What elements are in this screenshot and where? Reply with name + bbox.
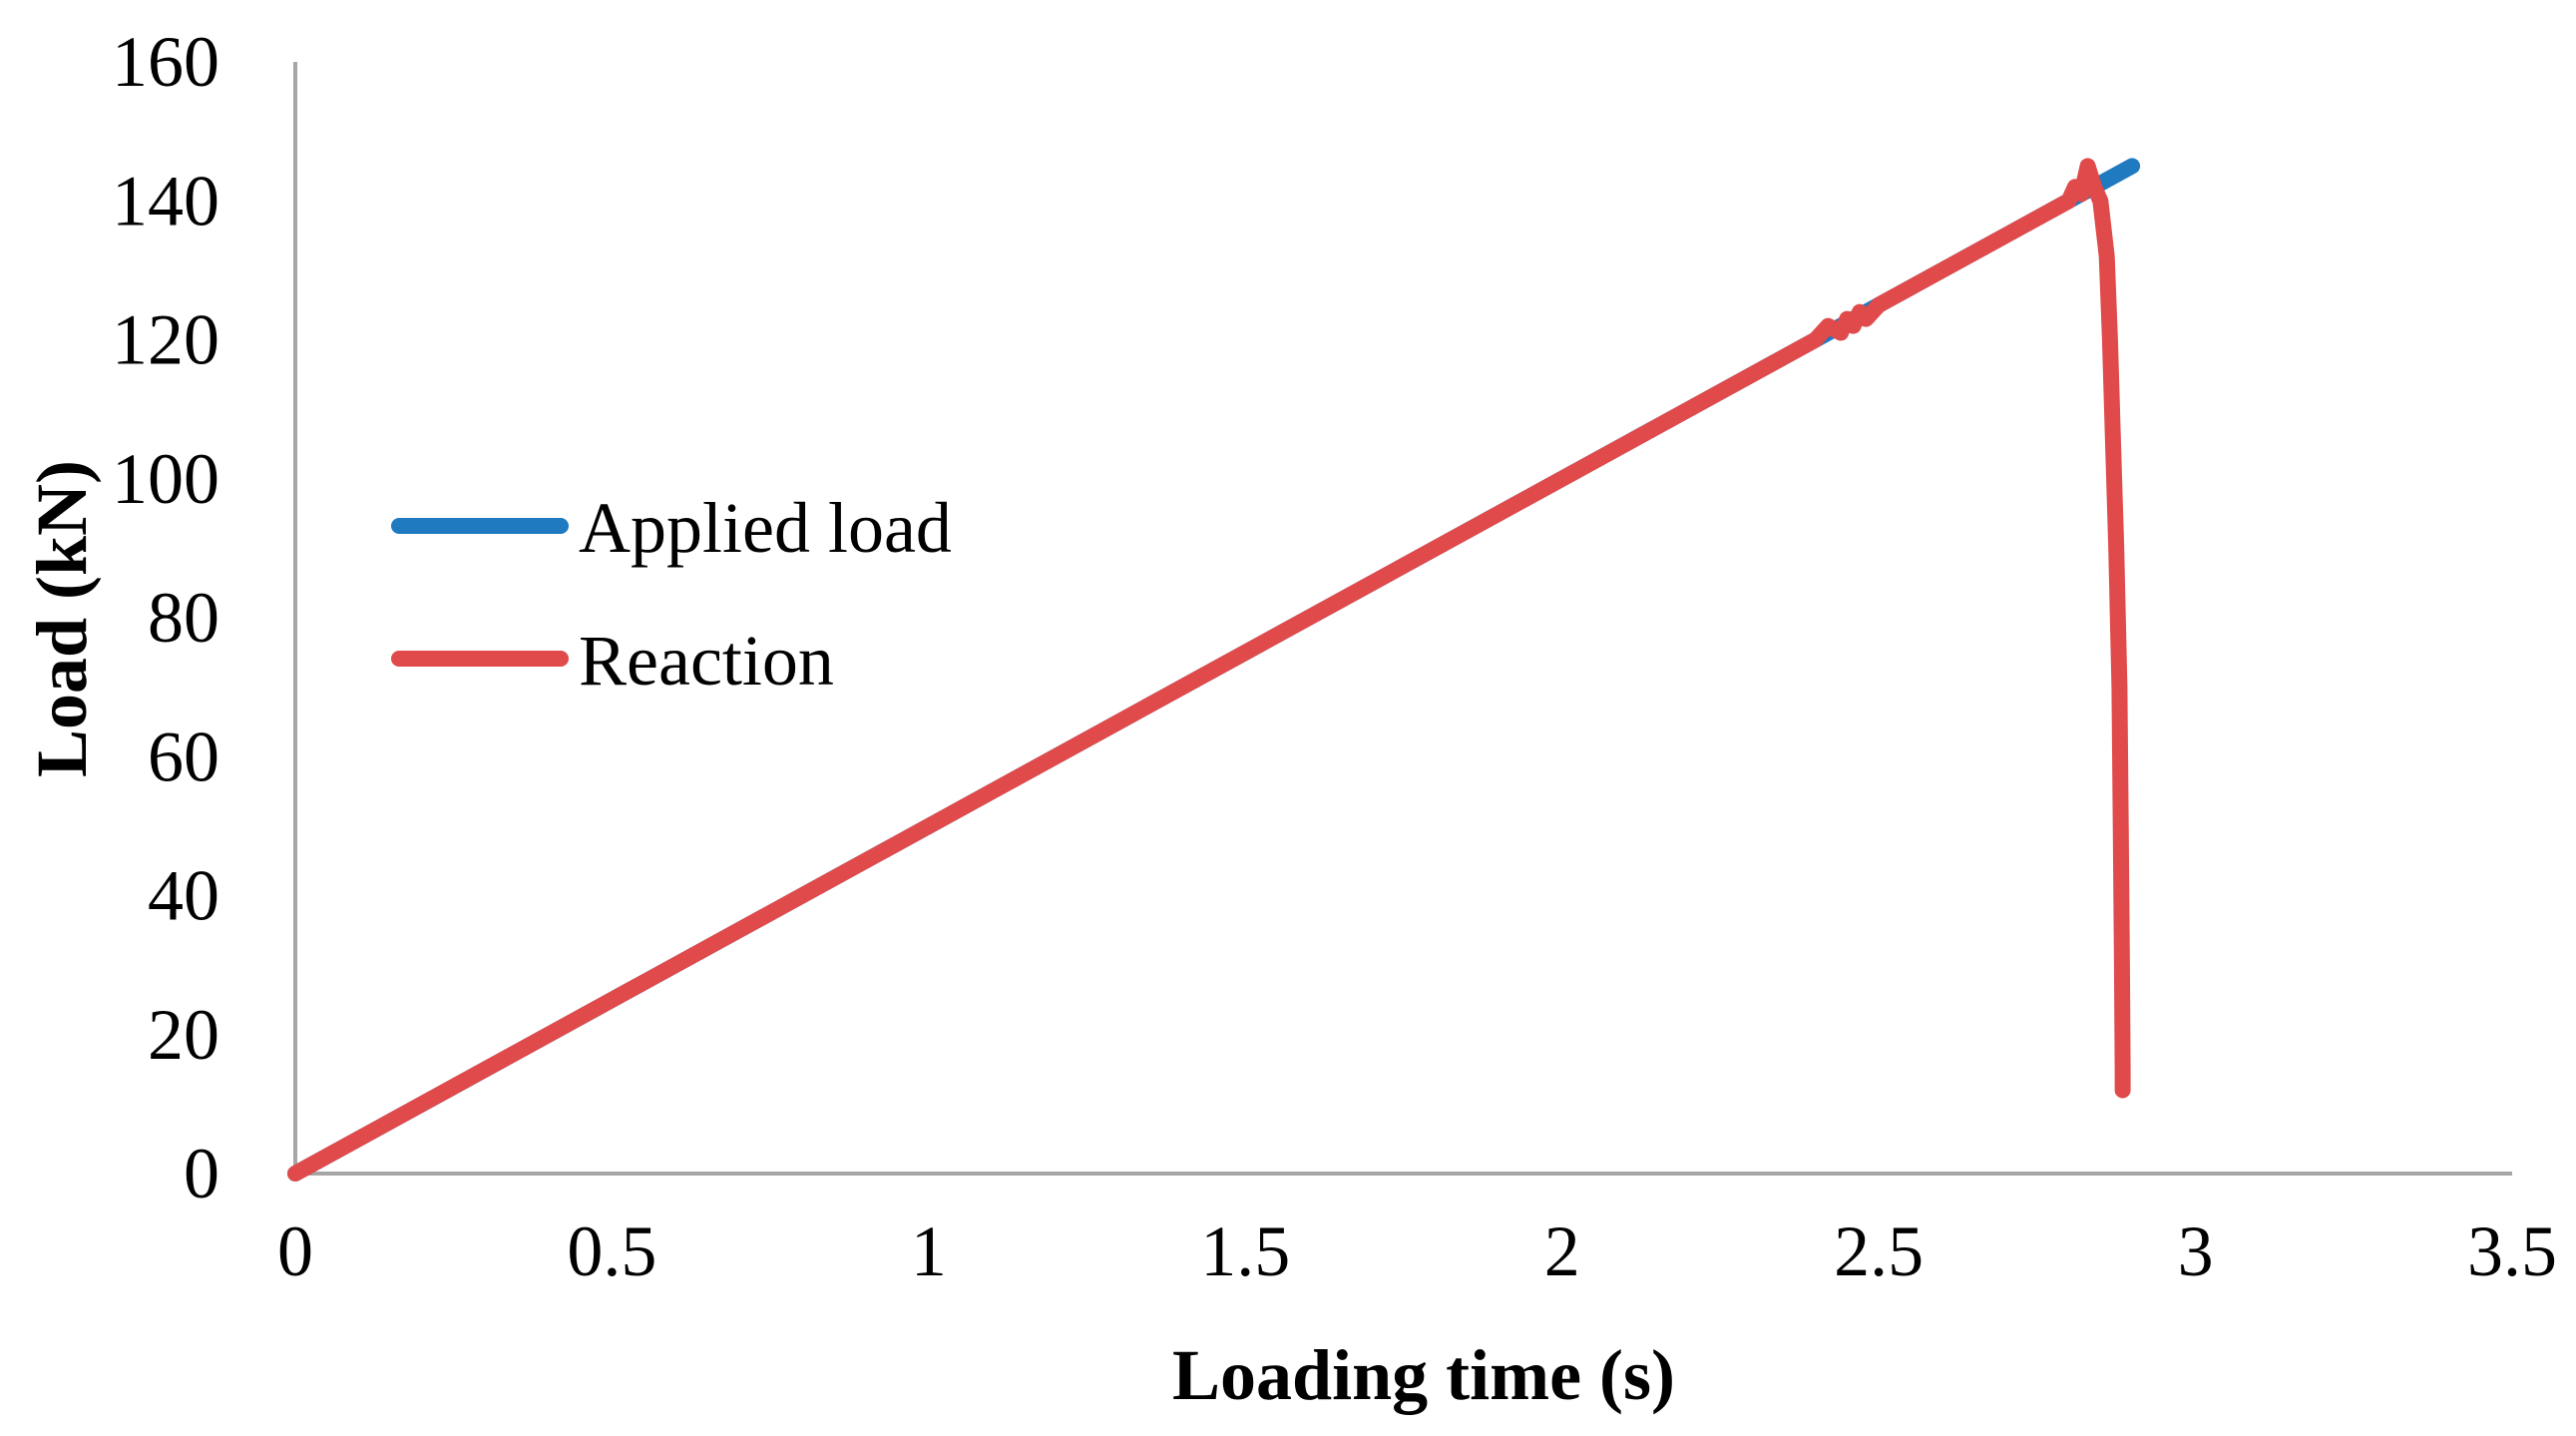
- y-tick-label: 160: [112, 22, 219, 102]
- y-axis-title: Load (kN): [22, 460, 102, 777]
- axes: [293, 62, 2512, 1176]
- y-tick-label: 80: [148, 578, 219, 658]
- legend: Applied load Reaction: [391, 488, 952, 701]
- x-tick-label: 2: [1544, 1211, 1580, 1291]
- x-tick-label: 0: [277, 1211, 313, 1291]
- y-tick-label: 100: [112, 439, 219, 519]
- series-lines: [287, 158, 2141, 1182]
- y-tick-labels: 0 20 40 60 80 100 120 140 160: [112, 22, 219, 1213]
- y-tick-label: 60: [148, 717, 219, 796]
- x-tick-label: 1: [911, 1211, 947, 1291]
- y-tick-label: 40: [148, 856, 219, 936]
- y-tick-label: 140: [112, 161, 219, 240]
- x-tick-label: 3: [2178, 1211, 2214, 1291]
- x-tick-label: 2.5: [1834, 1211, 1924, 1291]
- y-tick-label: 0: [184, 1134, 219, 1213]
- x-tick-label: 0.5: [567, 1211, 656, 1291]
- x-axis-title: Loading time (s): [1172, 1335, 1675, 1415]
- x-tick-label: 3.5: [2467, 1211, 2557, 1291]
- x-tick-label: 1.5: [1200, 1211, 1290, 1291]
- x-tick-labels: 0 0.5 1 1.5 2 2.5 3 3.5: [277, 1211, 2557, 1291]
- y-tick-label: 20: [148, 995, 219, 1075]
- series-line-reaction: [287, 158, 2131, 1182]
- legend-label-applied-load: Applied load: [579, 488, 952, 568]
- legend-label-reaction: Reaction: [579, 621, 834, 701]
- y-tick-label: 120: [112, 300, 219, 380]
